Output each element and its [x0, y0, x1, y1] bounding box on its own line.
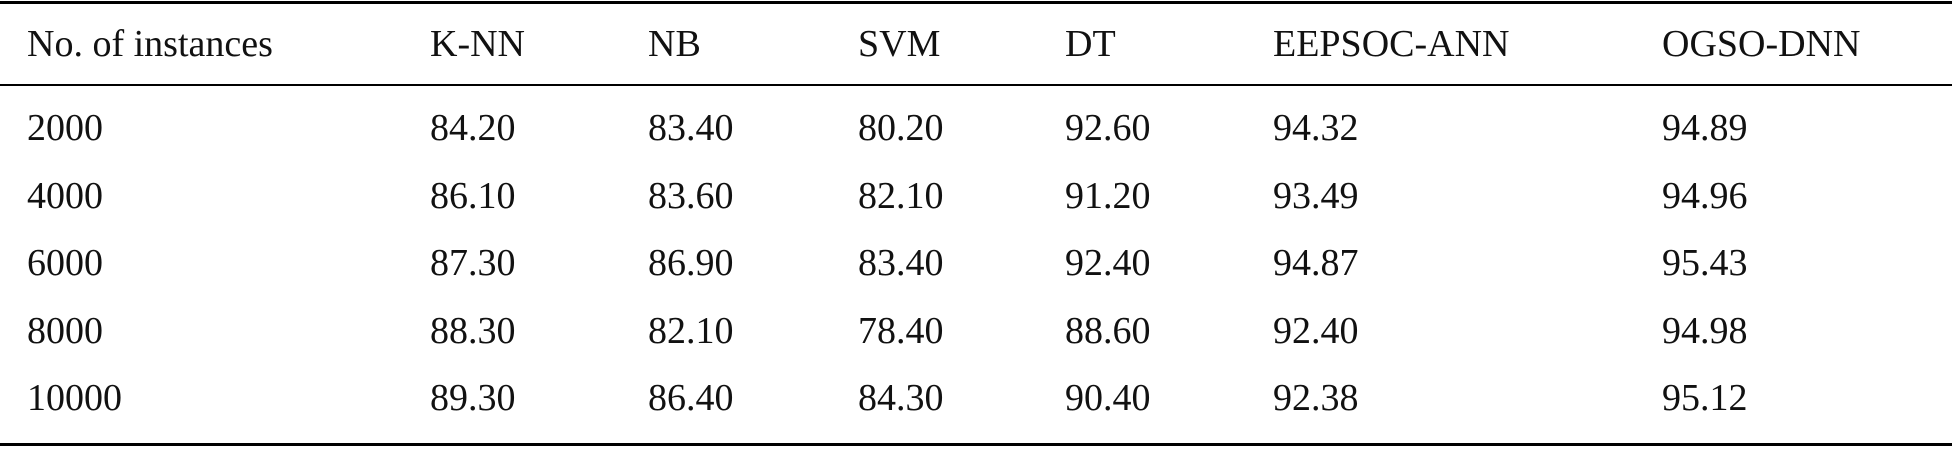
table-cell: 92.38: [1273, 377, 1359, 419]
table-cell: 82.10: [648, 309, 734, 352]
table-cell: 94.98: [1662, 309, 1748, 352]
table-cell: 92.40: [1065, 242, 1151, 284]
table-cell: 89.30: [430, 377, 516, 419]
table-cell: 80.20: [858, 107, 944, 149]
table-cell: 92.60: [1065, 107, 1151, 149]
table-cell: 94.89: [1662, 107, 1748, 149]
bottom-rule: [0, 443, 1952, 446]
table-cell: 87.30: [430, 242, 516, 284]
table-cell: 83.60: [648, 174, 734, 217]
table-cell: 83.40: [858, 242, 944, 284]
table-cell: 91.20: [1065, 174, 1151, 217]
table-cell: 8000: [27, 309, 103, 352]
top-rule: [0, 1, 1952, 4]
header-cell: K-NN: [430, 23, 525, 65]
table-cell: 78.40: [858, 309, 944, 352]
table-cell: 83.40: [648, 107, 734, 149]
header-rule: [0, 84, 1952, 86]
table-cell: 84.30: [858, 377, 944, 419]
header-cell: EEPSOC-ANN: [1273, 23, 1510, 65]
table-cell: 82.10: [858, 174, 944, 217]
table-cell: 90.40: [1065, 377, 1151, 419]
table-cell: 94.87: [1273, 242, 1359, 284]
header-cell: No. of instances: [27, 23, 273, 65]
table-cell: 88.30: [430, 309, 516, 352]
header-cell: SVM: [858, 23, 941, 65]
header-cell: OGSO-DNN: [1662, 23, 1861, 65]
table-cell: 86.10: [430, 174, 516, 217]
table-cell: 92.40: [1273, 309, 1359, 352]
table-cell: 94.32: [1273, 107, 1359, 149]
table-cell: 6000: [27, 242, 103, 284]
header-cell: DT: [1065, 23, 1116, 65]
table-cell: 93.49: [1273, 174, 1359, 217]
header-cell: NB: [648, 23, 701, 65]
table-cell: 86.90: [648, 242, 734, 284]
table-cell: 95.12: [1662, 377, 1748, 419]
table-cell: 10000: [27, 377, 122, 419]
table-cell: 88.60: [1065, 309, 1151, 352]
table-cell: 84.20: [430, 107, 516, 149]
table-cell: 2000: [27, 107, 103, 149]
table-cell: 86.40: [648, 377, 734, 419]
table-cell: 94.96: [1662, 174, 1748, 217]
table-cell: 95.43: [1662, 242, 1748, 284]
table-cell: 4000: [27, 174, 103, 217]
